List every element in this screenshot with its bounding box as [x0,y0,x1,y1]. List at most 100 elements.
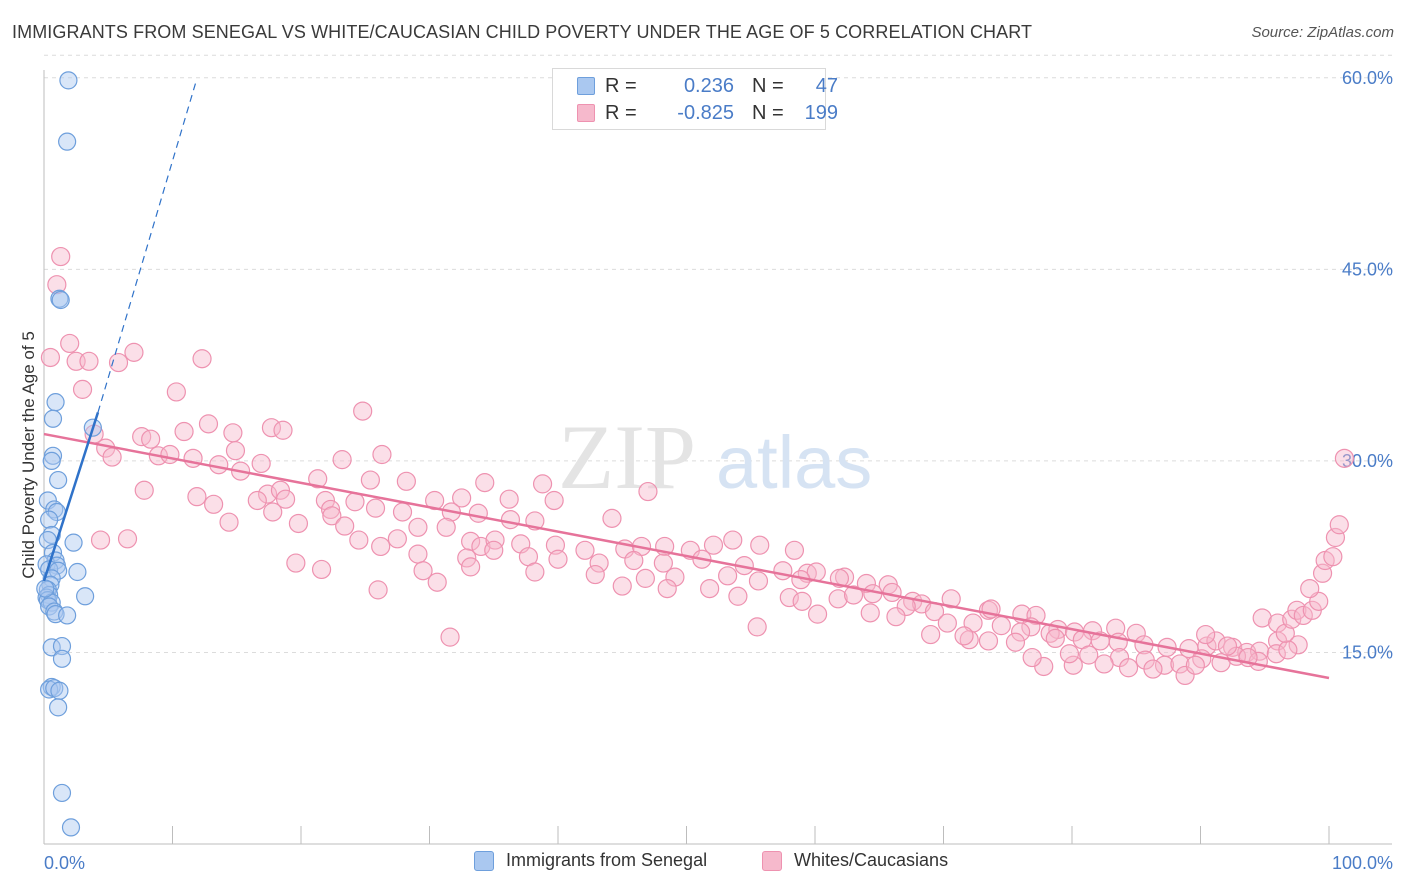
senegal-point [46,393,65,412]
grid-lines [44,54,1392,653]
y-tick-label: 45.0% [1342,259,1393,279]
x-tick-label-start: 0.0% [44,853,85,873]
white-point [124,342,144,362]
white-point [286,553,306,573]
x-tick-labels: 0.0% 100.0% [44,853,1393,873]
white-point [747,617,767,637]
senegal-trend-dashed [97,82,197,413]
white-point [108,352,129,373]
watermark: ZIP atlas [558,406,872,508]
senegal-point [46,605,65,624]
senegal-trend-solid [42,411,100,582]
white-point [1010,622,1031,642]
senegal-point [50,681,69,700]
white-point [1217,636,1238,656]
white-point [261,418,282,438]
senegal-r-value: 0.236 [683,74,734,97]
white-point [843,585,864,605]
white-point [387,529,407,549]
white-point [921,624,941,645]
white-point [408,517,428,537]
white-point [653,553,673,573]
white-point [273,420,293,440]
white-point [1288,635,1308,655]
white-point [452,488,472,508]
white-point [860,603,880,623]
senegal-point [58,606,77,625]
senegal-point [58,132,77,151]
white-point [1275,623,1295,643]
white-point [1287,600,1307,620]
white-point [882,582,902,603]
white-point [335,516,355,536]
legend-item-white[interactable]: Whites/Caucasians [762,850,948,871]
white-point [1329,515,1349,535]
white-point [602,508,622,528]
white-point [1154,655,1175,675]
white-point [548,549,568,569]
white-point [1045,628,1065,649]
senegal-point [64,533,83,552]
white-point [991,616,1011,636]
senegal-swatch [577,77,595,95]
x-tick-label-end: 100.0% [1332,853,1393,873]
white-point [436,517,456,537]
white-r-label: R = [605,101,637,124]
white-point [72,379,93,399]
white-point [392,502,413,522]
white-point [500,510,521,530]
white-point [353,401,373,421]
legend-item-senegal[interactable]: Immigrants from Senegal [474,850,707,871]
white-point [187,487,207,507]
white-point [141,429,161,449]
white-point [703,535,724,555]
chart-title: IMMIGRANTS FROM SENEGAL VS WHITE/CAUCASI… [12,22,1033,42]
white-point [257,484,278,504]
white-point [1206,631,1226,651]
white-point [1079,645,1099,665]
white-point [79,351,99,371]
senegal-point [52,649,72,668]
senegal-point [61,818,81,837]
white-point [102,447,122,467]
stats-legend: R = 0.236 N = 47 R = -0.825 N = 199 [552,68,838,130]
y-tick-label: 30.0% [1342,451,1393,471]
senegal-point [68,562,87,582]
white-r-value: -0.825 [677,101,734,124]
white-point [525,562,545,582]
white-point [954,626,974,646]
white-point [209,455,229,475]
stats-row-white: R = -0.825 N = 199 [553,100,838,126]
white-point [371,536,391,557]
white-point [192,349,212,369]
white-point [807,604,828,624]
white-point [365,498,386,518]
white-point [1252,608,1272,628]
white-point [275,489,296,509]
white-point [1196,624,1216,645]
senegal-point [36,579,55,598]
white-point [532,474,553,494]
white-point [47,275,67,295]
white-point [117,529,138,549]
white-point [270,480,291,500]
stats-row-senegal: R = 0.236 N = 47 [553,73,838,99]
white-point [937,613,957,633]
white-point [1022,647,1042,668]
white-point [413,561,433,581]
white-point [784,540,805,560]
y-tick-labels: 15.0% 30.0% 45.0% 60.0% [1342,68,1393,663]
white-point [166,382,186,402]
white-point [773,561,793,581]
white-point [461,557,481,577]
white-point [349,530,369,550]
white-point [1175,665,1195,686]
white-point [308,469,328,489]
white-point [225,441,246,461]
senegal-point [76,587,95,606]
senegal-point [52,636,72,656]
white-point [51,246,71,267]
white-point [1300,578,1320,599]
white-point [1334,448,1355,468]
